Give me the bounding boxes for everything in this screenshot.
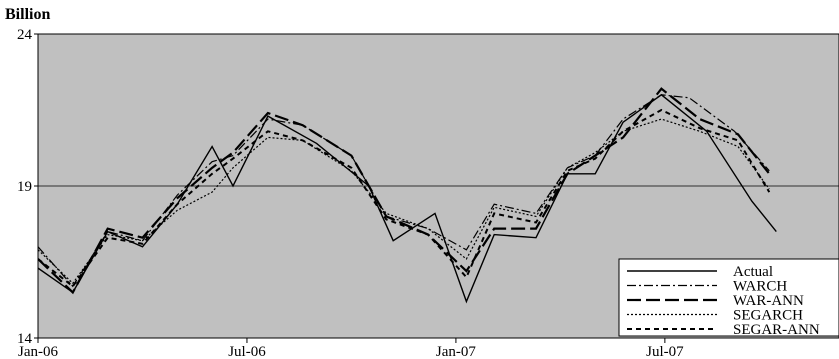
series-line-segarch [38, 118, 770, 285]
legend-label: WARCH [733, 279, 787, 295]
legend-label: SEGAR-ANN [733, 322, 820, 338]
legend-label: WAR-ANN [733, 293, 804, 309]
y-tick-label: 24 [17, 27, 33, 43]
y-tick-label: 19 [17, 179, 32, 195]
x-tick-label: Jul-07 [646, 344, 684, 359]
x-tick-label: Jul-06 [228, 344, 266, 359]
y-unit-label: Billion [5, 6, 51, 23]
x-tick-label: Jan-07 [436, 344, 476, 359]
x-tick-label: Jan-06 [18, 344, 58, 359]
legend-label: Actual [733, 264, 773, 280]
y-tick-label: 14 [17, 331, 33, 347]
series-line-segar-ann [38, 108, 771, 288]
legend-label: SEGARCH [733, 308, 803, 324]
series-line-war-ann [38, 87, 771, 295]
legend-box [618, 258, 839, 337]
